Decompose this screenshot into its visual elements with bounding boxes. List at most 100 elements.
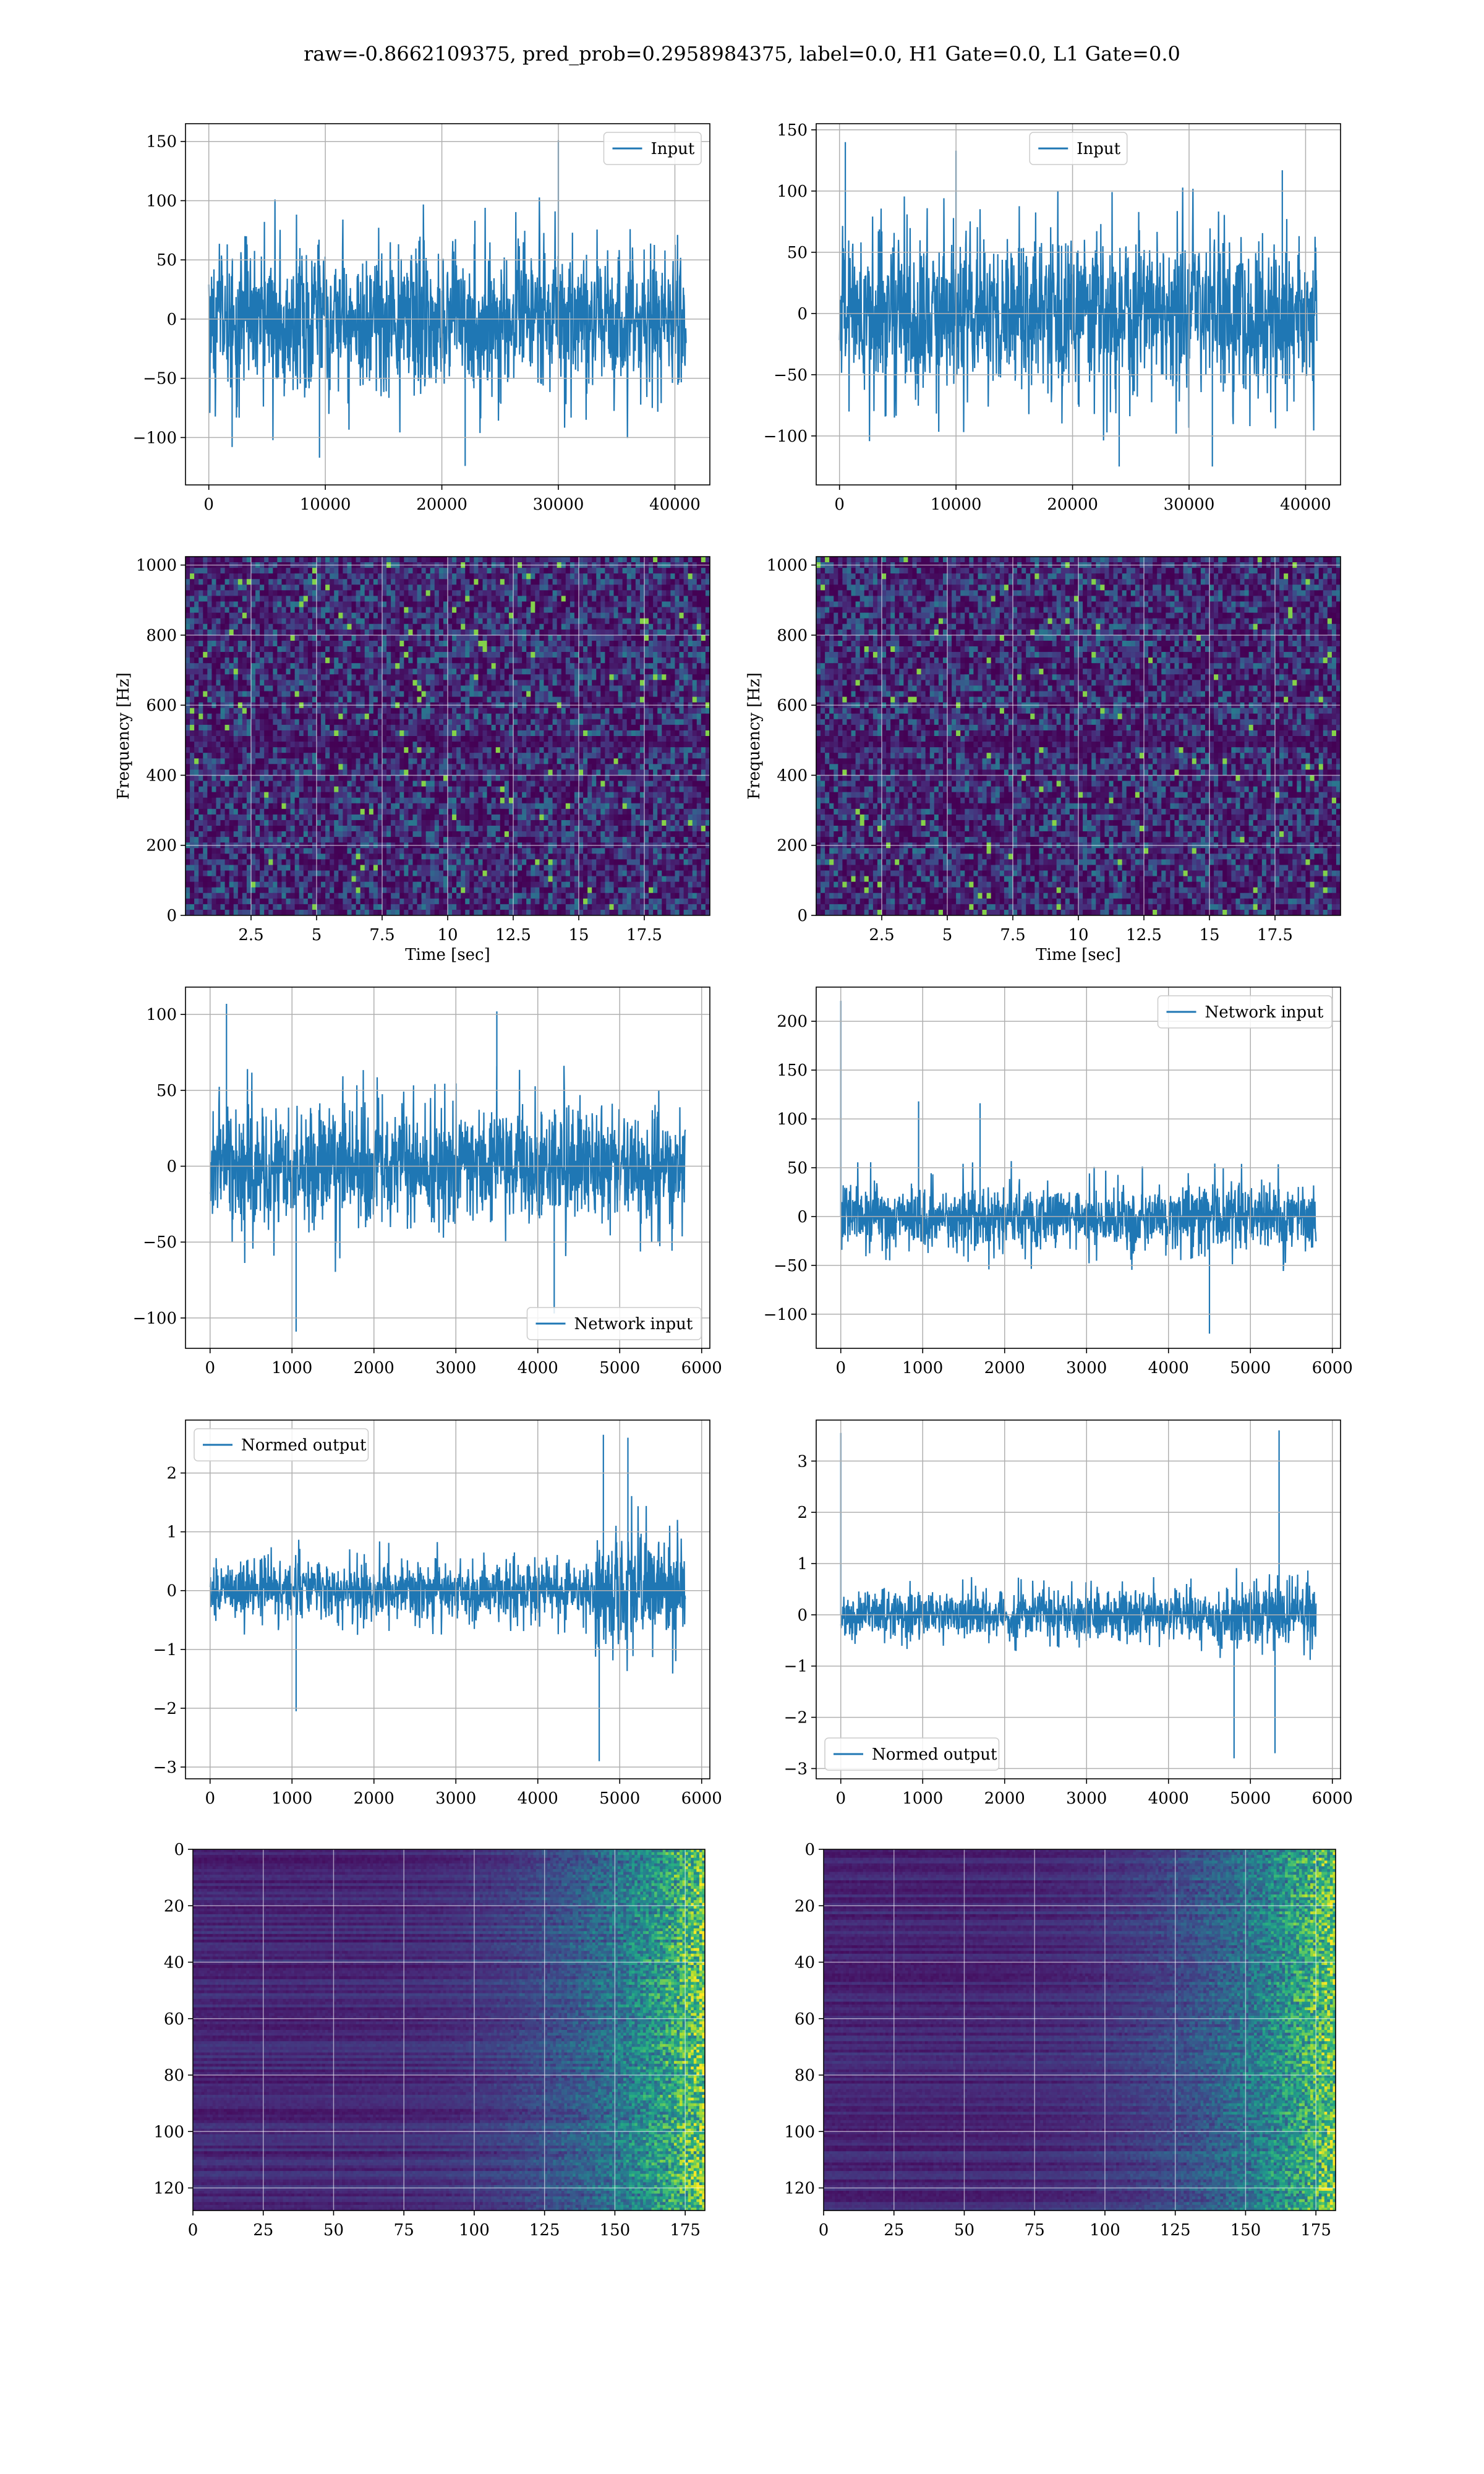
- y-tick-label: 0: [166, 310, 177, 329]
- y-tick-label: 20: [164, 1897, 184, 1915]
- y-tick-label: 100: [777, 1110, 808, 1129]
- y-tick-label: 2: [797, 1504, 808, 1522]
- x-tick-label: 6000: [681, 1359, 722, 1377]
- l1-input-panel: 0 10000 20000 30000 40000−100−50050100150Inp…: [764, 121, 1341, 514]
- x-tick-label: 0: [188, 2221, 198, 2240]
- y-tick-label: 600: [146, 696, 177, 715]
- h1-network-input-legend: Network input: [527, 1308, 702, 1340]
- x-tick-label: 175: [670, 2221, 701, 2240]
- y-tick-label: 1000: [767, 557, 808, 575]
- y-tick-label: −50: [143, 370, 177, 388]
- y-tick-label: −100: [133, 429, 177, 447]
- y-tick-label: 120: [153, 2180, 184, 2198]
- x-tick-label: 20000: [1047, 495, 1098, 514]
- x-tick-label: 5000: [1230, 1789, 1271, 1808]
- x-tick-label: 2.5: [238, 926, 263, 944]
- h1-network-input-panel: 0 1000 2000 3000 4000 5000 6000−100−50050100Ne…: [133, 987, 722, 1377]
- x-tick-label: 3000: [435, 1359, 476, 1377]
- y-tick-label: 3: [797, 1452, 808, 1471]
- h1-spectrogram-xlabel: Time [sec]: [405, 946, 490, 964]
- x-tick-label: 0: [835, 1359, 846, 1377]
- x-tick-label: 0: [203, 495, 214, 514]
- y-tick-label: 200: [146, 837, 177, 855]
- x-tick-label: 3000: [435, 1789, 476, 1808]
- h1-feature-map-cells: [193, 1849, 706, 2211]
- y-tick-label: 100: [146, 1006, 177, 1024]
- y-tick-label: 0: [166, 1582, 177, 1601]
- y-tick-label: 1000: [136, 557, 177, 575]
- y-tick-label: 100: [153, 2123, 184, 2141]
- x-tick-label: 175: [1300, 2221, 1331, 2240]
- y-tick-label: 0: [797, 305, 808, 323]
- y-tick-label: 60: [164, 2010, 184, 2029]
- x-tick-label: 7.5: [1000, 926, 1025, 944]
- x-tick-label: 50: [954, 2221, 974, 2240]
- x-tick-label: 25: [884, 2221, 904, 2240]
- x-tick-label: 40000: [649, 495, 701, 514]
- legend-label: Network input: [574, 1315, 693, 1333]
- x-tick-label: 40000: [1280, 495, 1331, 514]
- y-tick-label: −50: [774, 366, 808, 385]
- l1-spectrogram-panel: 2.5 5 7.5 10 12.5 15 17.502004006008001000Time…: [745, 557, 1341, 964]
- y-tick-label: −100: [764, 1306, 808, 1324]
- y-tick-label: −100: [764, 427, 808, 446]
- y-tick-label: 0: [797, 1606, 808, 1625]
- y-tick-label: 20: [795, 1897, 815, 1915]
- y-tick-label: 60: [795, 2010, 815, 2029]
- h1-normed-output-series-line: [210, 1435, 686, 1761]
- x-tick-label: 5000: [1230, 1359, 1271, 1377]
- y-tick-label: 100: [146, 192, 177, 210]
- x-tick-label: 15: [1199, 926, 1219, 944]
- l1-network-input-panel: 0 1000 2000 3000 4000 5000 6000−100−5005010015…: [764, 987, 1353, 1377]
- x-tick-label: 150: [600, 2221, 631, 2240]
- x-tick-label: 5: [942, 926, 953, 944]
- legend-label: Network input: [1205, 1003, 1324, 1022]
- h1-input-legend: Input: [604, 132, 702, 165]
- y-tick-label: 0: [174, 1841, 184, 1859]
- x-tick-label: 75: [394, 2221, 414, 2240]
- y-tick-label: 150: [146, 133, 177, 152]
- legend-label: Normed output: [872, 1745, 997, 1764]
- x-tick-label: 6000: [1312, 1359, 1353, 1377]
- l1-network-input-series-line: [841, 1001, 1316, 1333]
- l1-normed-output-panel: 0 1000 2000 3000 4000 5000 6000−3−2−10123Norme…: [784, 1420, 1353, 1808]
- x-tick-label: 100: [459, 2221, 490, 2240]
- x-tick-label: 150: [1230, 2221, 1261, 2240]
- l1-spectrogram-xlabel: Time [sec]: [1036, 946, 1121, 964]
- x-tick-label: 12.5: [1126, 926, 1162, 944]
- y-tick-label: 0: [804, 1841, 815, 1859]
- x-tick-label: 7.5: [369, 926, 394, 944]
- y-tick-label: −3: [784, 1760, 808, 1778]
- legend-label: Input: [651, 140, 695, 158]
- y-tick-label: −50: [143, 1233, 177, 1252]
- y-tick-label: 50: [156, 1082, 177, 1100]
- y-tick-label: −1: [153, 1641, 177, 1659]
- legend-label: Input: [1077, 140, 1120, 158]
- x-tick-label: 50: [323, 2221, 344, 2240]
- x-tick-label: 6000: [1312, 1789, 1353, 1808]
- y-tick-label: 40: [164, 1954, 184, 1972]
- y-tick-label: 200: [777, 1012, 808, 1031]
- h1-network-input-series-line: [210, 1004, 686, 1332]
- h1-spectrogram-panel: 2.5 5 7.5 10 12.5 15 17.502004006008001000Time…: [114, 557, 710, 964]
- l1-spectrogram-ylabel: Frequency [Hz]: [745, 672, 764, 800]
- x-tick-label: 30000: [1164, 495, 1215, 514]
- h1-spectrogram-ylabel: Frequency [Hz]: [114, 672, 133, 800]
- x-tick-label: 0: [819, 2221, 829, 2240]
- y-tick-label: 400: [146, 766, 177, 785]
- y-tick-label: −50: [774, 1257, 808, 1275]
- y-tick-label: 0: [797, 1208, 808, 1226]
- y-tick-label: 400: [777, 766, 808, 785]
- x-tick-label: 75: [1025, 2221, 1045, 2240]
- x-tick-label: 10000: [931, 495, 982, 514]
- legend-label: Normed output: [241, 1436, 367, 1455]
- y-tick-label: −2: [153, 1700, 177, 1718]
- l1-feature-map-cells: [824, 1849, 1336, 2211]
- y-tick-label: 150: [777, 1061, 808, 1080]
- x-tick-label: 100: [1090, 2221, 1120, 2240]
- x-tick-label: 125: [1160, 2221, 1191, 2240]
- x-tick-label: 0: [205, 1789, 215, 1808]
